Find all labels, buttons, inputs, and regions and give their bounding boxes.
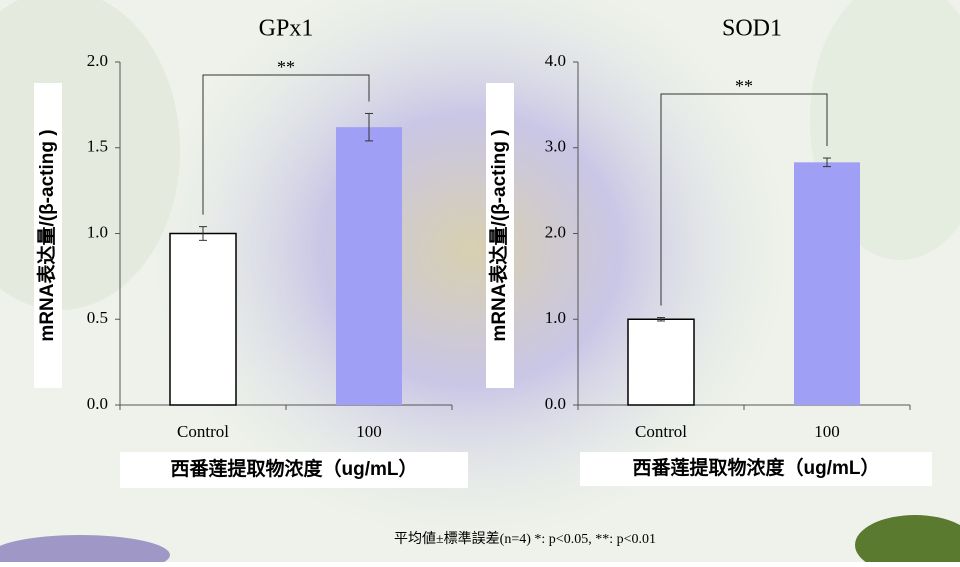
significance-bracket <box>660 93 828 306</box>
chart-title: SOD1 <box>722 16 782 42</box>
background-leaf <box>855 515 960 567</box>
footnote: 平均値±標準誤差(n=4) *: p<0.05, **: p<0.01 <box>394 531 656 547</box>
error-bar <box>657 317 665 322</box>
x-tick-label: Control <box>635 422 687 441</box>
x-tick-label: Control <box>177 422 229 441</box>
background-flower-corner <box>0 535 170 567</box>
y-tick-label: 0.0 <box>545 394 566 413</box>
significance-bracket <box>202 74 370 215</box>
y-axis-label: mRNA表达量/(β-acting ) <box>35 129 58 341</box>
bar <box>336 127 402 406</box>
x-label-box <box>120 452 468 488</box>
y-label-box <box>34 83 62 388</box>
bar <box>794 162 860 405</box>
y-tick-label: 1.0 <box>545 308 566 327</box>
error-bar <box>199 226 207 241</box>
x-tick-label: 100 <box>814 422 840 441</box>
y-tick-label: 0.0 <box>87 394 108 413</box>
y-tick-label: 3.0 <box>545 137 566 156</box>
x-axis-label: 西番莲提取物浓度（ug/mL） <box>171 457 418 480</box>
y-label-box <box>486 83 514 388</box>
bar <box>627 318 695 406</box>
y-tick-label: 2.0 <box>545 222 566 241</box>
chart-title: GPx1 <box>259 16 314 42</box>
y-tick-label: 4.0 <box>545 51 566 70</box>
error-bar <box>365 112 373 142</box>
error-bar <box>823 157 831 168</box>
y-tick-label: 1.5 <box>87 137 108 156</box>
significance-label: ** <box>735 76 753 96</box>
bar <box>169 232 237 406</box>
y-tick-label: 1.0 <box>87 222 108 241</box>
x-label-box <box>580 452 932 486</box>
y-tick-label: 2.0 <box>87 51 108 70</box>
y-tick-label: 0.5 <box>87 308 108 327</box>
y-axis-label: mRNA表达量/(β-acting ) <box>487 129 510 341</box>
background-flower <box>140 0 800 550</box>
significance-label: ** <box>277 57 295 77</box>
x-axis-label: 西番莲提取物浓度（ug/mL） <box>633 456 880 479</box>
x-tick-label: 100 <box>356 422 382 441</box>
